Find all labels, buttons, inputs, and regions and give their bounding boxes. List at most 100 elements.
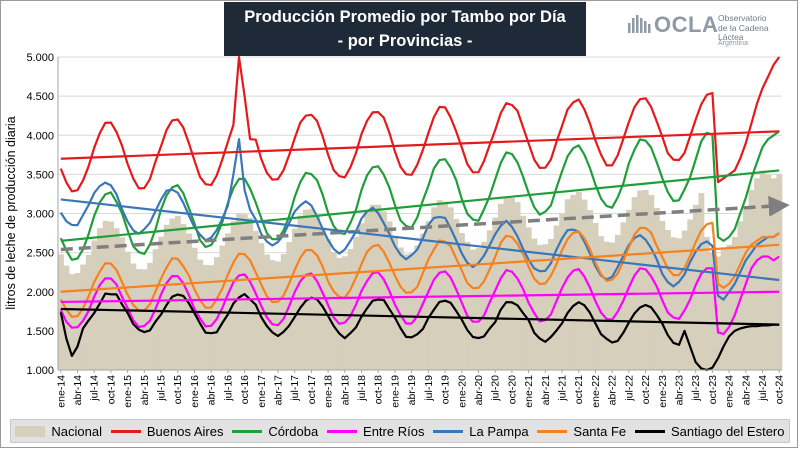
nacional-bar: [425, 221, 432, 370]
nacional-bar: [553, 225, 560, 370]
nacional-bar: [147, 262, 153, 370]
nacional-bar: [642, 189, 649, 370]
nacional-bar: [687, 219, 694, 370]
x-tick-label: ene-24: [724, 375, 736, 408]
logo-subtitle: Observatorio de la Cadena Láctea: [718, 13, 788, 43]
trend-line-nacional: [60, 195, 790, 252]
x-tick-label: jul-14: [89, 375, 101, 402]
y-tick-label: 2.000: [26, 287, 54, 299]
legend-label: Nacional: [51, 423, 103, 439]
x-tick-label: abr-21: [540, 375, 552, 406]
nacional-bar: [503, 196, 510, 370]
y-tick-label: 3.500: [26, 169, 54, 181]
x-tick-label: oct-19: [440, 375, 452, 404]
nacional-bar: [113, 228, 120, 370]
nacional-bar: [754, 178, 761, 370]
y-axis-label: litros de leche de producción diaria: [4, 116, 18, 309]
nacional-bar: [481, 241, 488, 370]
x-tick-label: jul-17: [289, 375, 301, 402]
legend-swatch: [433, 429, 464, 433]
trend-line-santa-fe: [60, 243, 780, 293]
nacional-bar: [264, 254, 270, 370]
nacional-bar: [130, 263, 137, 370]
x-tick-label: ene-16: [189, 375, 201, 408]
nacional-bar: [759, 170, 766, 370]
nacional-bar: [520, 215, 527, 370]
x-tick-label: ene-21: [523, 375, 535, 408]
nacional-bar: [670, 237, 677, 370]
nacional-bar: [681, 230, 688, 370]
nacional-bar: [581, 199, 588, 370]
x-tick-label: ene-14: [55, 375, 67, 408]
nacional-bar: [169, 218, 176, 370]
nacional-bar: [163, 224, 170, 370]
legend-swatch: [232, 429, 263, 433]
nacional-bar: [342, 256, 348, 370]
nacional-bar: [303, 209, 309, 370]
nacional-bar: [475, 248, 482, 370]
nacional-bar: [564, 199, 571, 370]
y-tick-label: 5.000: [26, 52, 54, 64]
nacional-bar: [720, 248, 727, 370]
x-tick-label: jul-15: [156, 375, 168, 402]
x-tick-label: oct-23: [707, 375, 719, 404]
x-tick-label: abr-15: [139, 375, 151, 406]
legend-label: Córdoba: [268, 423, 319, 439]
nacional-bar: [442, 201, 449, 370]
logo-name: OCLA: [654, 12, 719, 37]
x-tick-label: jul-21: [557, 375, 569, 402]
x-tick-label: oct-18: [373, 375, 385, 404]
x-tick-label: ene-19: [389, 375, 401, 408]
x-tick-label: jul-24: [757, 375, 769, 402]
nacional-bar: [470, 249, 476, 370]
nacional-bar: [381, 211, 387, 370]
nacional-bar: [559, 213, 566, 370]
nacional-bar: [431, 207, 438, 370]
trend-line-santiago-del-estero: [60, 307, 780, 326]
legend-swatch: [15, 425, 46, 437]
x-tick-label: abr-23: [673, 375, 685, 406]
trend-layer: [60, 130, 790, 326]
y-tick-label: 2.500: [26, 248, 54, 260]
legend-swatch: [110, 429, 141, 433]
nacional-bar: [247, 217, 254, 370]
nacional-bar: [731, 236, 738, 370]
nacional-bar: [575, 191, 582, 370]
x-tick-label: ene-23: [657, 375, 669, 408]
axes: 1.000 1.500 2.000 2.500 3.000 3.500 4.000 4.500…: [26, 52, 785, 408]
nacional-bar: [737, 221, 744, 370]
legend-label: Entre Ríos: [363, 423, 425, 439]
legend-item-buenos-aires: Buenos Aires: [110, 424, 223, 439]
nacional-bar: [63, 265, 70, 370]
nacional-bar: [770, 178, 777, 370]
x-tick-label: jul-16: [222, 375, 234, 402]
nacional-bar: [375, 204, 382, 370]
nacional-bar: [135, 269, 142, 370]
nacional-bar: [174, 215, 181, 370]
nacional-bar: [453, 218, 460, 370]
nacional-bar: [386, 221, 393, 370]
nacional-bar: [659, 220, 666, 370]
chart-title-line2: - por Provincias -: [337, 32, 473, 50]
x-tick-label: oct-17: [306, 375, 318, 404]
nacional-bar: [74, 272, 81, 370]
nacional-bar: [620, 222, 627, 370]
y-tick-label: 3.000: [26, 209, 54, 221]
x-tick-label: oct-21: [573, 375, 585, 404]
chart-title-line1: Producción Promedio por Tambo por Día: [244, 8, 566, 26]
x-tick-label: ene-18: [323, 375, 335, 408]
nacional-bar: [213, 257, 220, 370]
ocla-logo: OCLA Observatorio de la Cadena Láctea Ar…: [628, 10, 788, 50]
nacional-bar: [704, 236, 710, 370]
series-line-santiago-del-estero: [59, 292, 780, 372]
chart-title: Producción Promedio por Tambo por Día - …: [224, 2, 586, 56]
x-tick-label: ene-20: [456, 375, 468, 408]
logo-subtitle-line2: de la Cadena Láctea: [718, 22, 769, 42]
nacional-bar: [509, 197, 515, 370]
nacional-bar: [408, 253, 415, 370]
x-tick-label: abr-18: [339, 375, 351, 406]
nacional-bar: [709, 252, 716, 370]
legend-item-córdoba: Córdoba: [232, 424, 318, 439]
trend-line-la-pampa: [60, 198, 780, 282]
